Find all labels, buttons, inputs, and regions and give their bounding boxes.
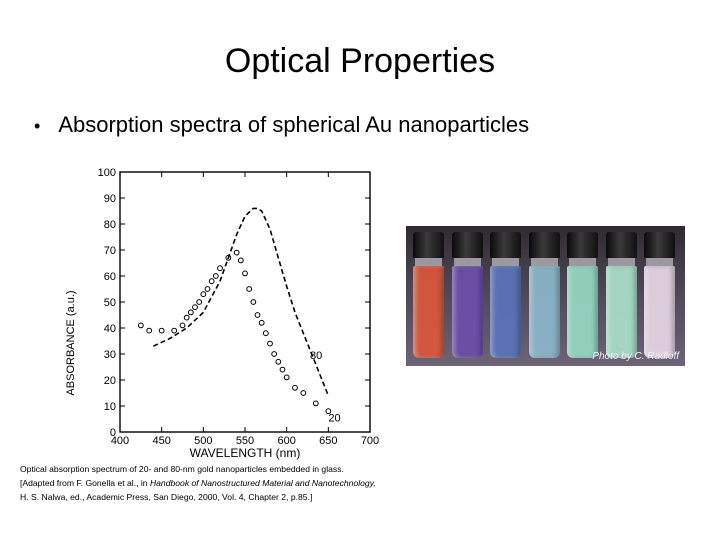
y-tick-label: 100: [98, 167, 116, 179]
vial-cap: [644, 232, 675, 258]
x-tick-label: 550: [236, 435, 254, 447]
series-point-20: [292, 384, 298, 391]
annotation-80: 80: [310, 350, 322, 362]
bullet-point: • Absorption spectra of spherical Au nan…: [34, 112, 529, 138]
vial-cap: [413, 232, 444, 258]
vial-neck: [607, 258, 635, 266]
series-point-20: [233, 249, 240, 256]
x-tick-label: 600: [277, 435, 295, 447]
series-point-20: [258, 319, 265, 326]
series-point-20: [271, 351, 278, 357]
bullet-text: Absorption spectra of spherical Au nanop…: [58, 112, 530, 137]
series-point-20: [250, 299, 257, 305]
vials-photo: Photo by C. Radloff: [406, 226, 685, 366]
series-point-20: [137, 322, 144, 329]
vial: [643, 232, 676, 362]
series-point-20: [146, 327, 153, 334]
absorbance-chart: 0 10 20 30 40 50 60 70 80 90 100 400 450 500 550 600 650…: [65, 167, 379, 460]
series-point-20: [242, 270, 248, 277]
caption-citation-prefix: [Adapted from F. Gonella et al., in: [20, 478, 150, 488]
vial: [489, 232, 522, 362]
vial-cap: [490, 232, 521, 258]
vial-cap: [528, 232, 560, 258]
vial-solution: [413, 266, 444, 358]
x-tick-label: 450: [152, 435, 170, 447]
series-point-20: [212, 273, 219, 279]
y-tick-label: 90: [104, 193, 116, 205]
y-tick-label: 20: [104, 375, 116, 387]
x-tick-label: 700: [361, 435, 379, 447]
annotation-20: 20: [328, 413, 340, 425]
vial-cap: [567, 232, 598, 258]
y-tick-label: 10: [104, 401, 116, 413]
y-tick-label: 60: [104, 271, 116, 283]
vial: [605, 232, 638, 362]
figure-caption: Optical absorption spectrum of 20- and 8…: [20, 462, 376, 504]
vial-neck: [569, 258, 596, 266]
vial-neck: [453, 258, 481, 266]
series-point-20: [192, 304, 198, 311]
series-point-20: [275, 358, 282, 365]
vial-solution: [528, 266, 560, 358]
y-tick-label: 0: [110, 427, 116, 439]
vial: [528, 232, 561, 362]
series-point-20: [283, 374, 290, 381]
vial: [412, 232, 445, 362]
vial-solution: [567, 266, 598, 358]
y-tick-label: 80: [104, 219, 116, 231]
x-axis-label: WAVELENGTH (nm): [190, 446, 301, 460]
plot-frame: [119, 171, 371, 433]
series-point-20: [204, 286, 211, 292]
vial: [566, 232, 599, 362]
y-tick-label: 30: [104, 349, 116, 361]
series-line-80: [152, 207, 330, 396]
vial-neck: [492, 258, 519, 266]
y-tick-label: 40: [104, 323, 116, 335]
series-point-20: [179, 322, 186, 329]
caption-book-title: Handbook of Nanostructured Material and …: [149, 478, 376, 488]
series-point-20: [267, 340, 273, 347]
caption-line-2: [Adapted from F. Gonella et al., in Hand…: [20, 476, 376, 490]
series-point-20: [187, 309, 194, 316]
photo-credit: Photo by C. Radloff: [592, 351, 679, 362]
series-point-20: [325, 408, 332, 415]
series-point-20: [158, 327, 165, 334]
vial-solution: [644, 266, 675, 358]
series-point-20: [237, 257, 244, 264]
bullet-dot-icon: •: [34, 116, 41, 136]
vial-neck: [646, 258, 673, 266]
series-point-20: [262, 330, 269, 337]
series-point-20: [196, 299, 203, 305]
series-point-20: [246, 286, 253, 292]
caption-line-3: H. S. Nalwa, ed., Academic Press, San Di…: [20, 492, 313, 502]
vial-solution: [451, 266, 483, 358]
series-point-20: [171, 327, 178, 334]
series-point-20: [208, 278, 215, 285]
series-point-20: [200, 291, 207, 298]
vial-neck: [530, 258, 558, 266]
vial-neck: [415, 258, 442, 266]
series-point-20: [225, 254, 232, 261]
series-point-20: [279, 366, 286, 373]
x-tick-label: 400: [111, 435, 129, 447]
page-title: Optical Properties: [224, 42, 496, 80]
vial-cap: [605, 232, 637, 258]
vial-solution: [605, 266, 637, 358]
series-point-20: [254, 312, 261, 318]
vial-solution: [490, 266, 521, 358]
x-tick-label: 650: [319, 435, 337, 447]
series-point-20: [300, 390, 307, 396]
vial-cap: [451, 232, 483, 258]
series-point-20: [312, 400, 319, 407]
y-axis-label: ABSORBANCE (a.u.): [65, 290, 77, 395]
y-tick-label: 70: [104, 245, 116, 257]
x-tick-label: 500: [194, 435, 212, 447]
series-point-20: [217, 265, 223, 272]
series-point-20: [183, 314, 190, 321]
caption-line-1: Optical absorption spectrum of 20- and 8…: [20, 464, 344, 474]
y-tick-label: 50: [104, 297, 116, 309]
vial: [451, 232, 484, 362]
